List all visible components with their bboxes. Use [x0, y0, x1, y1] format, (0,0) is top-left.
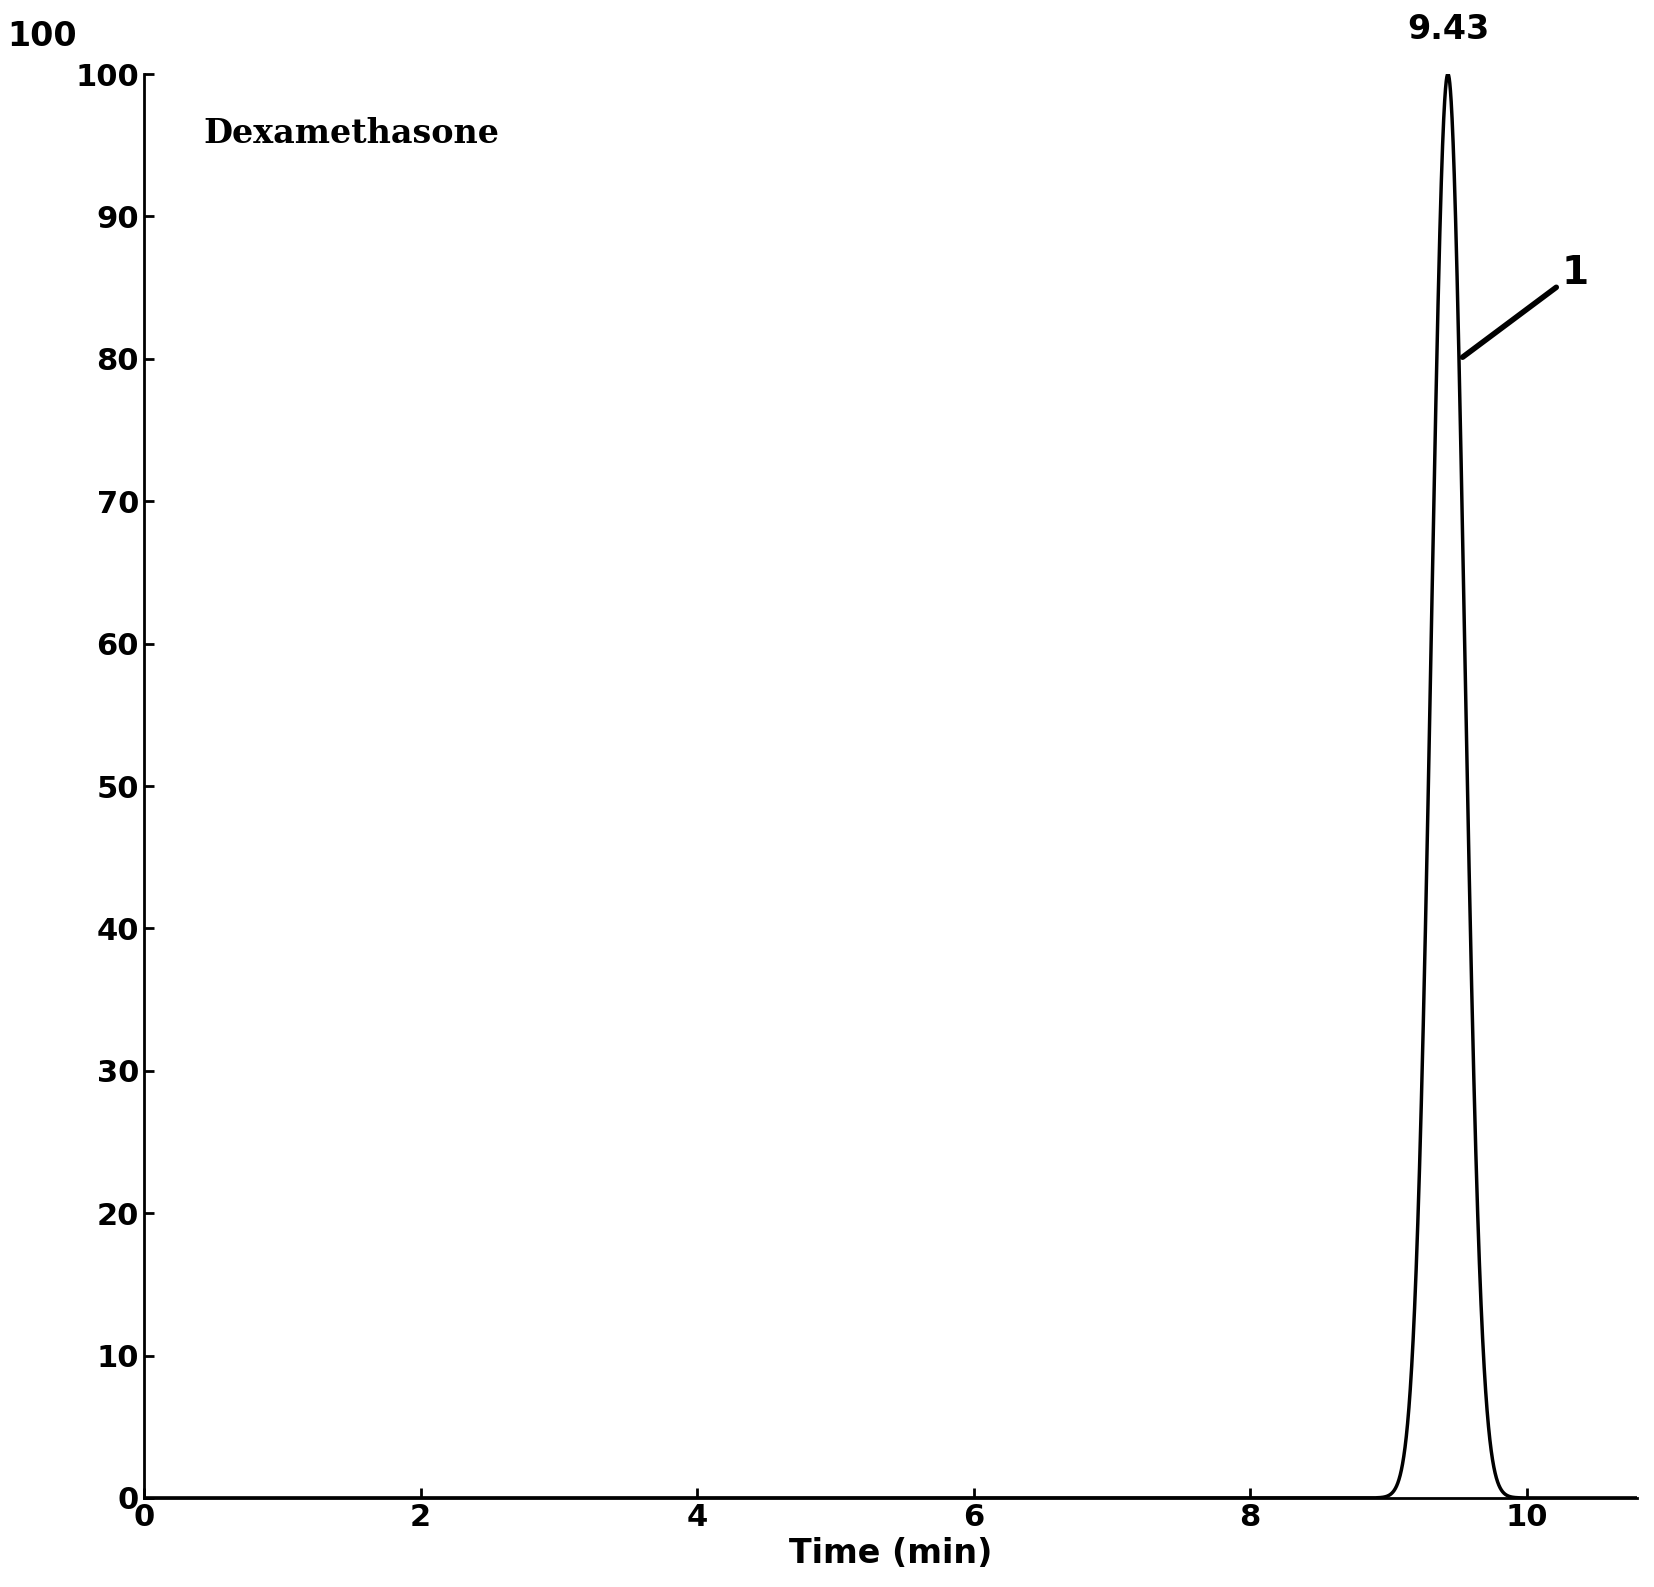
- Text: Dexamethasone: Dexamethasone: [203, 117, 500, 149]
- Text: 1: 1: [1462, 254, 1588, 357]
- Text: 9.43: 9.43: [1408, 13, 1489, 46]
- X-axis label: Time (min): Time (min): [789, 1538, 992, 1570]
- Text: 100: 100: [7, 19, 76, 52]
